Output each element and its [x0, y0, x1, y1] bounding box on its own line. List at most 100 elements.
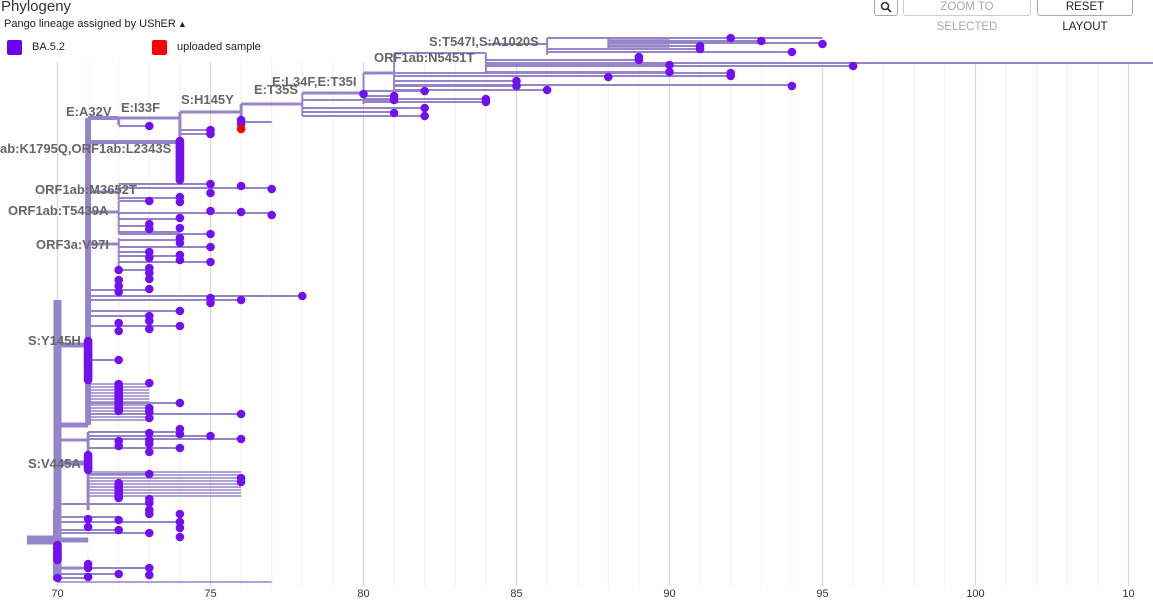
tip-node: [114, 525, 123, 535]
tip-node: [512, 81, 521, 91]
axis-tick-label: 70: [51, 588, 63, 600]
tip-node: [665, 67, 674, 77]
tip-node: [236, 207, 246, 217]
tip-node-cluster: [114, 478, 123, 503]
tip-node: [145, 274, 154, 284]
tip-node: [145, 498, 154, 508]
tip-node: [787, 81, 797, 91]
grid-lines: [56, 62, 1130, 586]
tip-node: [145, 253, 154, 263]
tip-node: [236, 295, 246, 305]
tip-node: [114, 441, 123, 451]
tip-node: [145, 407, 154, 417]
tip-node: [145, 196, 154, 206]
tip-node: [145, 316, 154, 326]
tip-node: [420, 86, 430, 96]
tip-node: [726, 33, 735, 43]
tip-node: [145, 469, 154, 479]
axis-tick-label: 80: [357, 588, 369, 600]
mutation-label: E:I33F: [121, 100, 160, 115]
tip-node: [542, 85, 552, 95]
tip-node: [420, 103, 430, 113]
tip-node: [420, 111, 430, 121]
tip-node: [114, 515, 123, 525]
mutation-label: E:L34F,E:T35I: [272, 74, 357, 89]
tip-node: [206, 179, 215, 189]
color-by-selector[interactable]: Pango lineage assigned by UShER ▲: [4, 18, 187, 30]
tip-node: [175, 398, 185, 408]
tip-node: [114, 265, 123, 275]
tip-node: [145, 247, 154, 257]
tip-node: [389, 108, 399, 118]
zoom-to-selected-button[interactable]: ZOOM TO SELECTED: [903, 0, 1031, 33]
tip-node: [175, 532, 185, 542]
panel-title: Phylogeny: [1, 0, 72, 15]
legend-swatch-ba-5-2: [7, 40, 22, 55]
mutation-label: S:Y145H: [28, 333, 81, 348]
tip-node: [145, 121, 154, 131]
tip-node: [818, 39, 827, 49]
tip-node: [114, 287, 123, 297]
tip-node: [236, 181, 246, 191]
search-button[interactable]: [874, 0, 898, 16]
mutation-label: S:T547I,S:A1020S: [429, 34, 539, 49]
mutation-label: E:A32V: [66, 104, 112, 119]
tip-node: [726, 71, 735, 81]
tip-node: [175, 509, 185, 519]
tip-node-cluster: [53, 540, 62, 565]
tip-node: [114, 569, 123, 579]
tip-node: [53, 573, 62, 583]
mutation-label: ORF1ab:T5439A: [8, 203, 109, 218]
tip-node: [175, 255, 185, 265]
tip-node: [114, 281, 123, 291]
reset-layout-button[interactable]: RESET LAYOUT: [1037, 0, 1133, 33]
tree-branches: [26, 37, 1153, 583]
tip-node: [695, 41, 705, 51]
tip-node: [145, 324, 154, 334]
tip-node: [175, 443, 185, 453]
chevron-up-icon[interactable]: ▲: [177, 19, 187, 29]
tip-node: [848, 61, 858, 71]
tip-node: [114, 355, 123, 365]
tip-node: [604, 72, 613, 82]
legend-swatch-uploaded-sample: [152, 40, 167, 55]
tip-node: [83, 572, 93, 582]
tip-node: [389, 91, 399, 101]
mutation-label: E:T35S: [254, 82, 298, 97]
tip-node: [145, 378, 154, 388]
tip-node: [175, 429, 185, 439]
mutation-label: ORF3a:V97I: [36, 237, 109, 252]
tip-node: [145, 505, 154, 515]
tip-node: [359, 89, 368, 99]
tip-node: [175, 523, 185, 533]
tip-node: [206, 242, 215, 252]
tip-node: [83, 563, 93, 573]
mutation-label: ORF1ab:N5451T: [374, 50, 474, 65]
tip-node: [145, 428, 154, 438]
tip-node: [175, 238, 185, 248]
axis-tick-label: 100: [966, 588, 984, 600]
tip-node: [175, 517, 185, 527]
tip-node-cluster: [83, 336, 93, 385]
tip-node: [787, 47, 797, 57]
tip-node: [145, 570, 154, 580]
tip-node: [114, 275, 123, 285]
tip-node-cluster: [175, 136, 185, 185]
tip-node: [206, 257, 215, 267]
mutation-label: S:V445A: [28, 456, 81, 471]
tip-node: [145, 268, 154, 278]
tip-node: [236, 434, 246, 444]
tip-node: [206, 125, 215, 135]
tip-node: [665, 60, 674, 70]
tip-node: [175, 306, 185, 316]
tip-node: [145, 563, 154, 573]
tip-node: [114, 326, 123, 336]
tip-node: [145, 447, 154, 457]
mutation-labels: S:T547I,S:A1020S ORF1ab:N5451T E:L34F,E:…: [0, 34, 539, 471]
tip-node: [757, 36, 766, 46]
tip-node: [236, 124, 246, 134]
color-by-label: Pango lineage assigned by UShER: [4, 18, 176, 30]
tip-node: [175, 321, 185, 331]
axis-tick-label: 75: [204, 588, 216, 600]
